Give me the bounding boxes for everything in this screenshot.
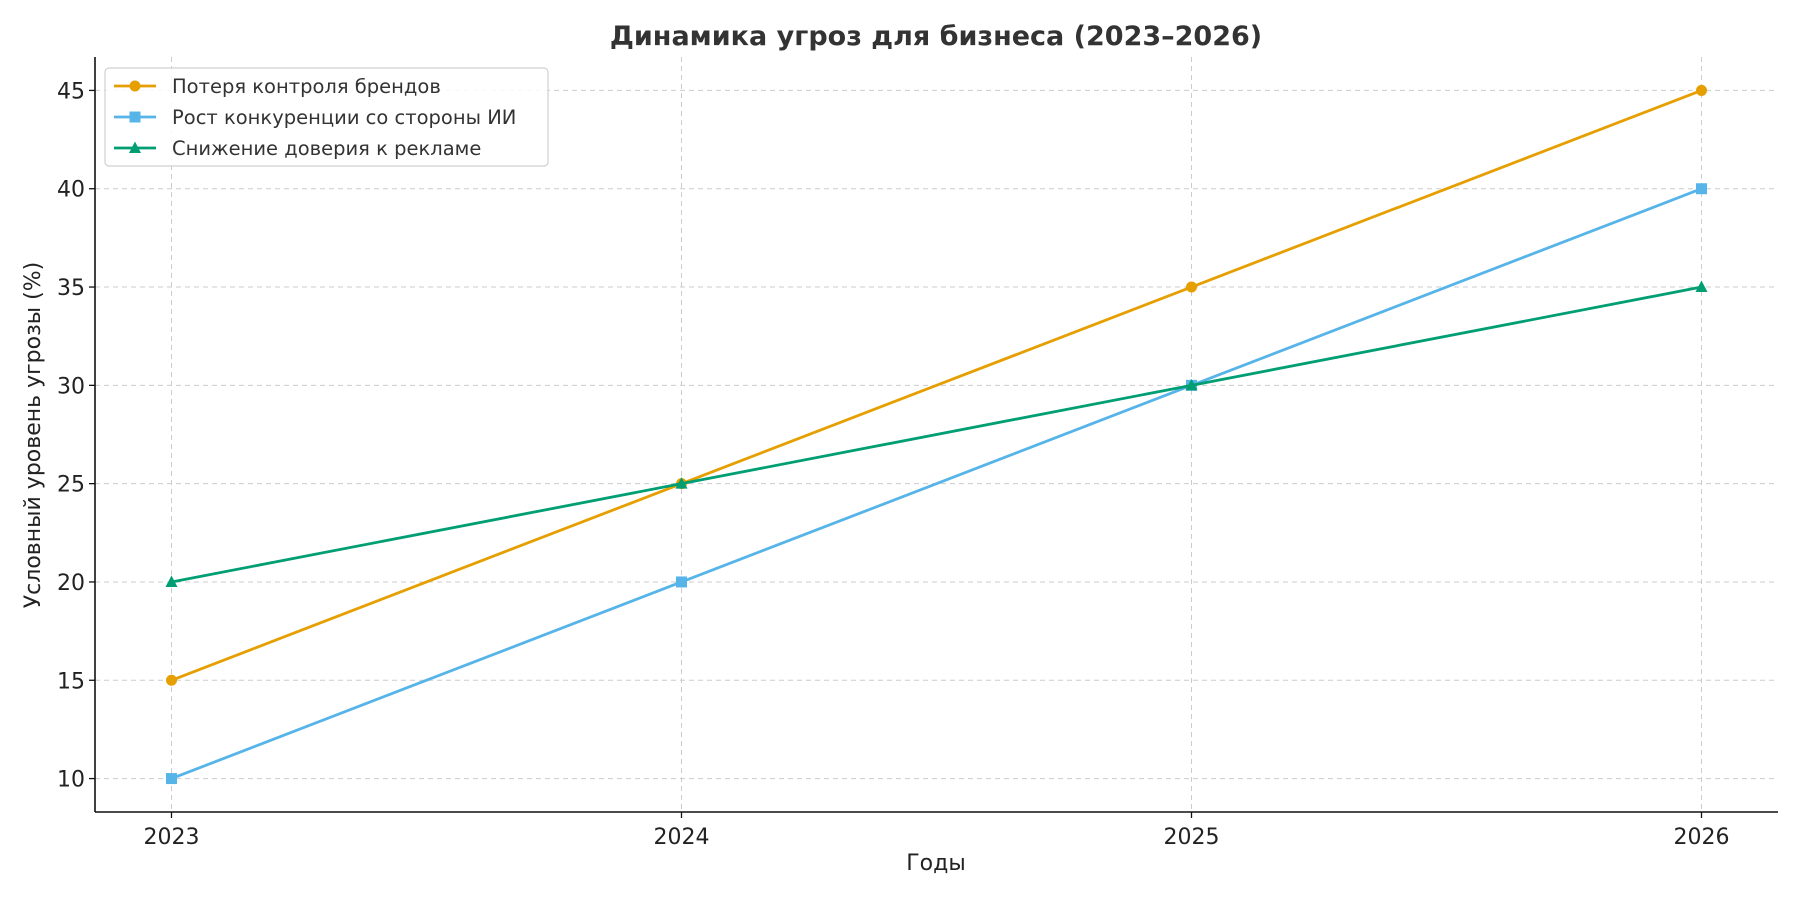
y-tick-label: 20 [57,571,85,596]
y-tick-label: 35 [57,276,85,301]
y-tick-label: 45 [57,79,85,104]
legend-label: Снижение доверия к рекламе [172,137,481,160]
axes [94,57,1778,813]
legend-box [104,67,549,167]
y-axis-label: Условный уровень угрозы (%) [21,262,46,608]
y-tick-label: 40 [57,178,85,203]
series-3 [165,280,1708,587]
legend-marker-square [129,111,141,123]
data-point-triangle [1695,280,1708,293]
data-point-circle [1186,281,1197,293]
data-point-triangle [1185,378,1198,391]
series-line [171,285,1702,584]
y-tick-label: 10 [57,768,85,793]
legend: Потеря контроля брендов Рост конкуренции … [104,67,549,167]
data-point-square [676,576,687,588]
legend-label: Потеря контроля брендов [172,75,441,98]
x-tick-label: 2025 [1164,825,1220,850]
series-1 [166,84,1707,686]
x-axis-label: Годы [906,851,965,876]
legend-marker-triangle [129,141,141,153]
y-tick-label: 25 [57,473,85,498]
series-line [170,89,1703,682]
chart-title: Динамика угроз для бизнеса (2023–2026) [610,21,1262,52]
data-point-square [1696,183,1707,195]
series-group [165,84,1708,785]
y-tick-label: 15 [57,669,85,694]
legend-marker-circle [129,80,141,92]
legend-label: Рост конкуренции со стороны ИИ [172,106,516,129]
x-tick-label: 2024 [654,825,710,850]
data-point-square [166,773,177,785]
x-tick-label: 2026 [1674,825,1730,850]
series-line [170,187,1703,780]
data-point-triangle [165,575,178,587]
x-tick-label: 2023 [144,825,200,850]
data-point-circle [1696,84,1707,96]
data-point-triangle [675,477,688,489]
y-tick-label: 30 [57,374,85,399]
data-point-circle [166,674,177,686]
